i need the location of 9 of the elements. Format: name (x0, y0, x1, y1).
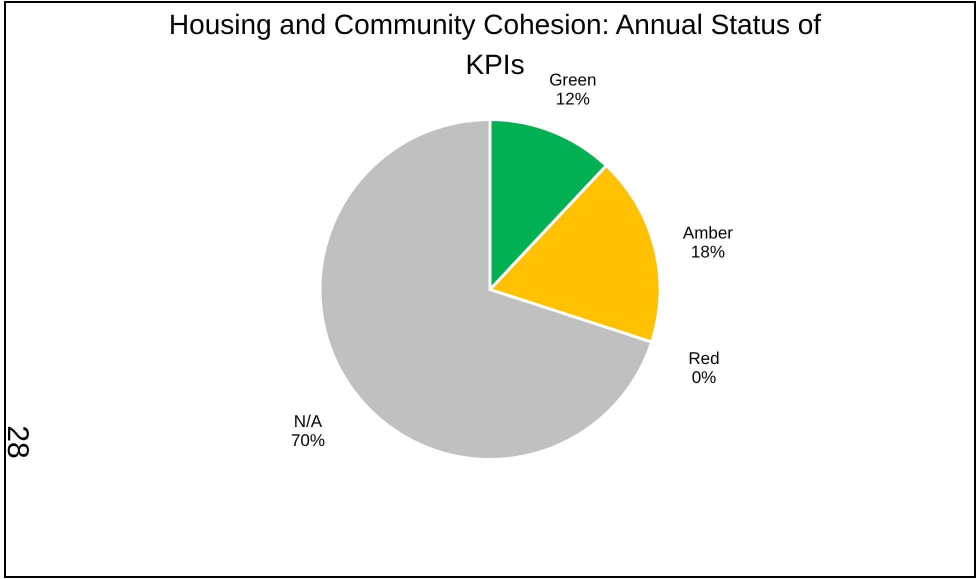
text: 0% (692, 368, 716, 388)
slice-label: Amber (682, 224, 734, 243)
data-label: 18% (690, 242, 725, 262)
text: 28 (1, 425, 34, 459)
data-label: 70% (290, 430, 325, 450)
data-label: 12% (556, 89, 590, 108)
slice-label: Green (549, 70, 596, 90)
category-label: Red (688, 349, 720, 368)
slice-label: N/A (294, 412, 323, 431)
